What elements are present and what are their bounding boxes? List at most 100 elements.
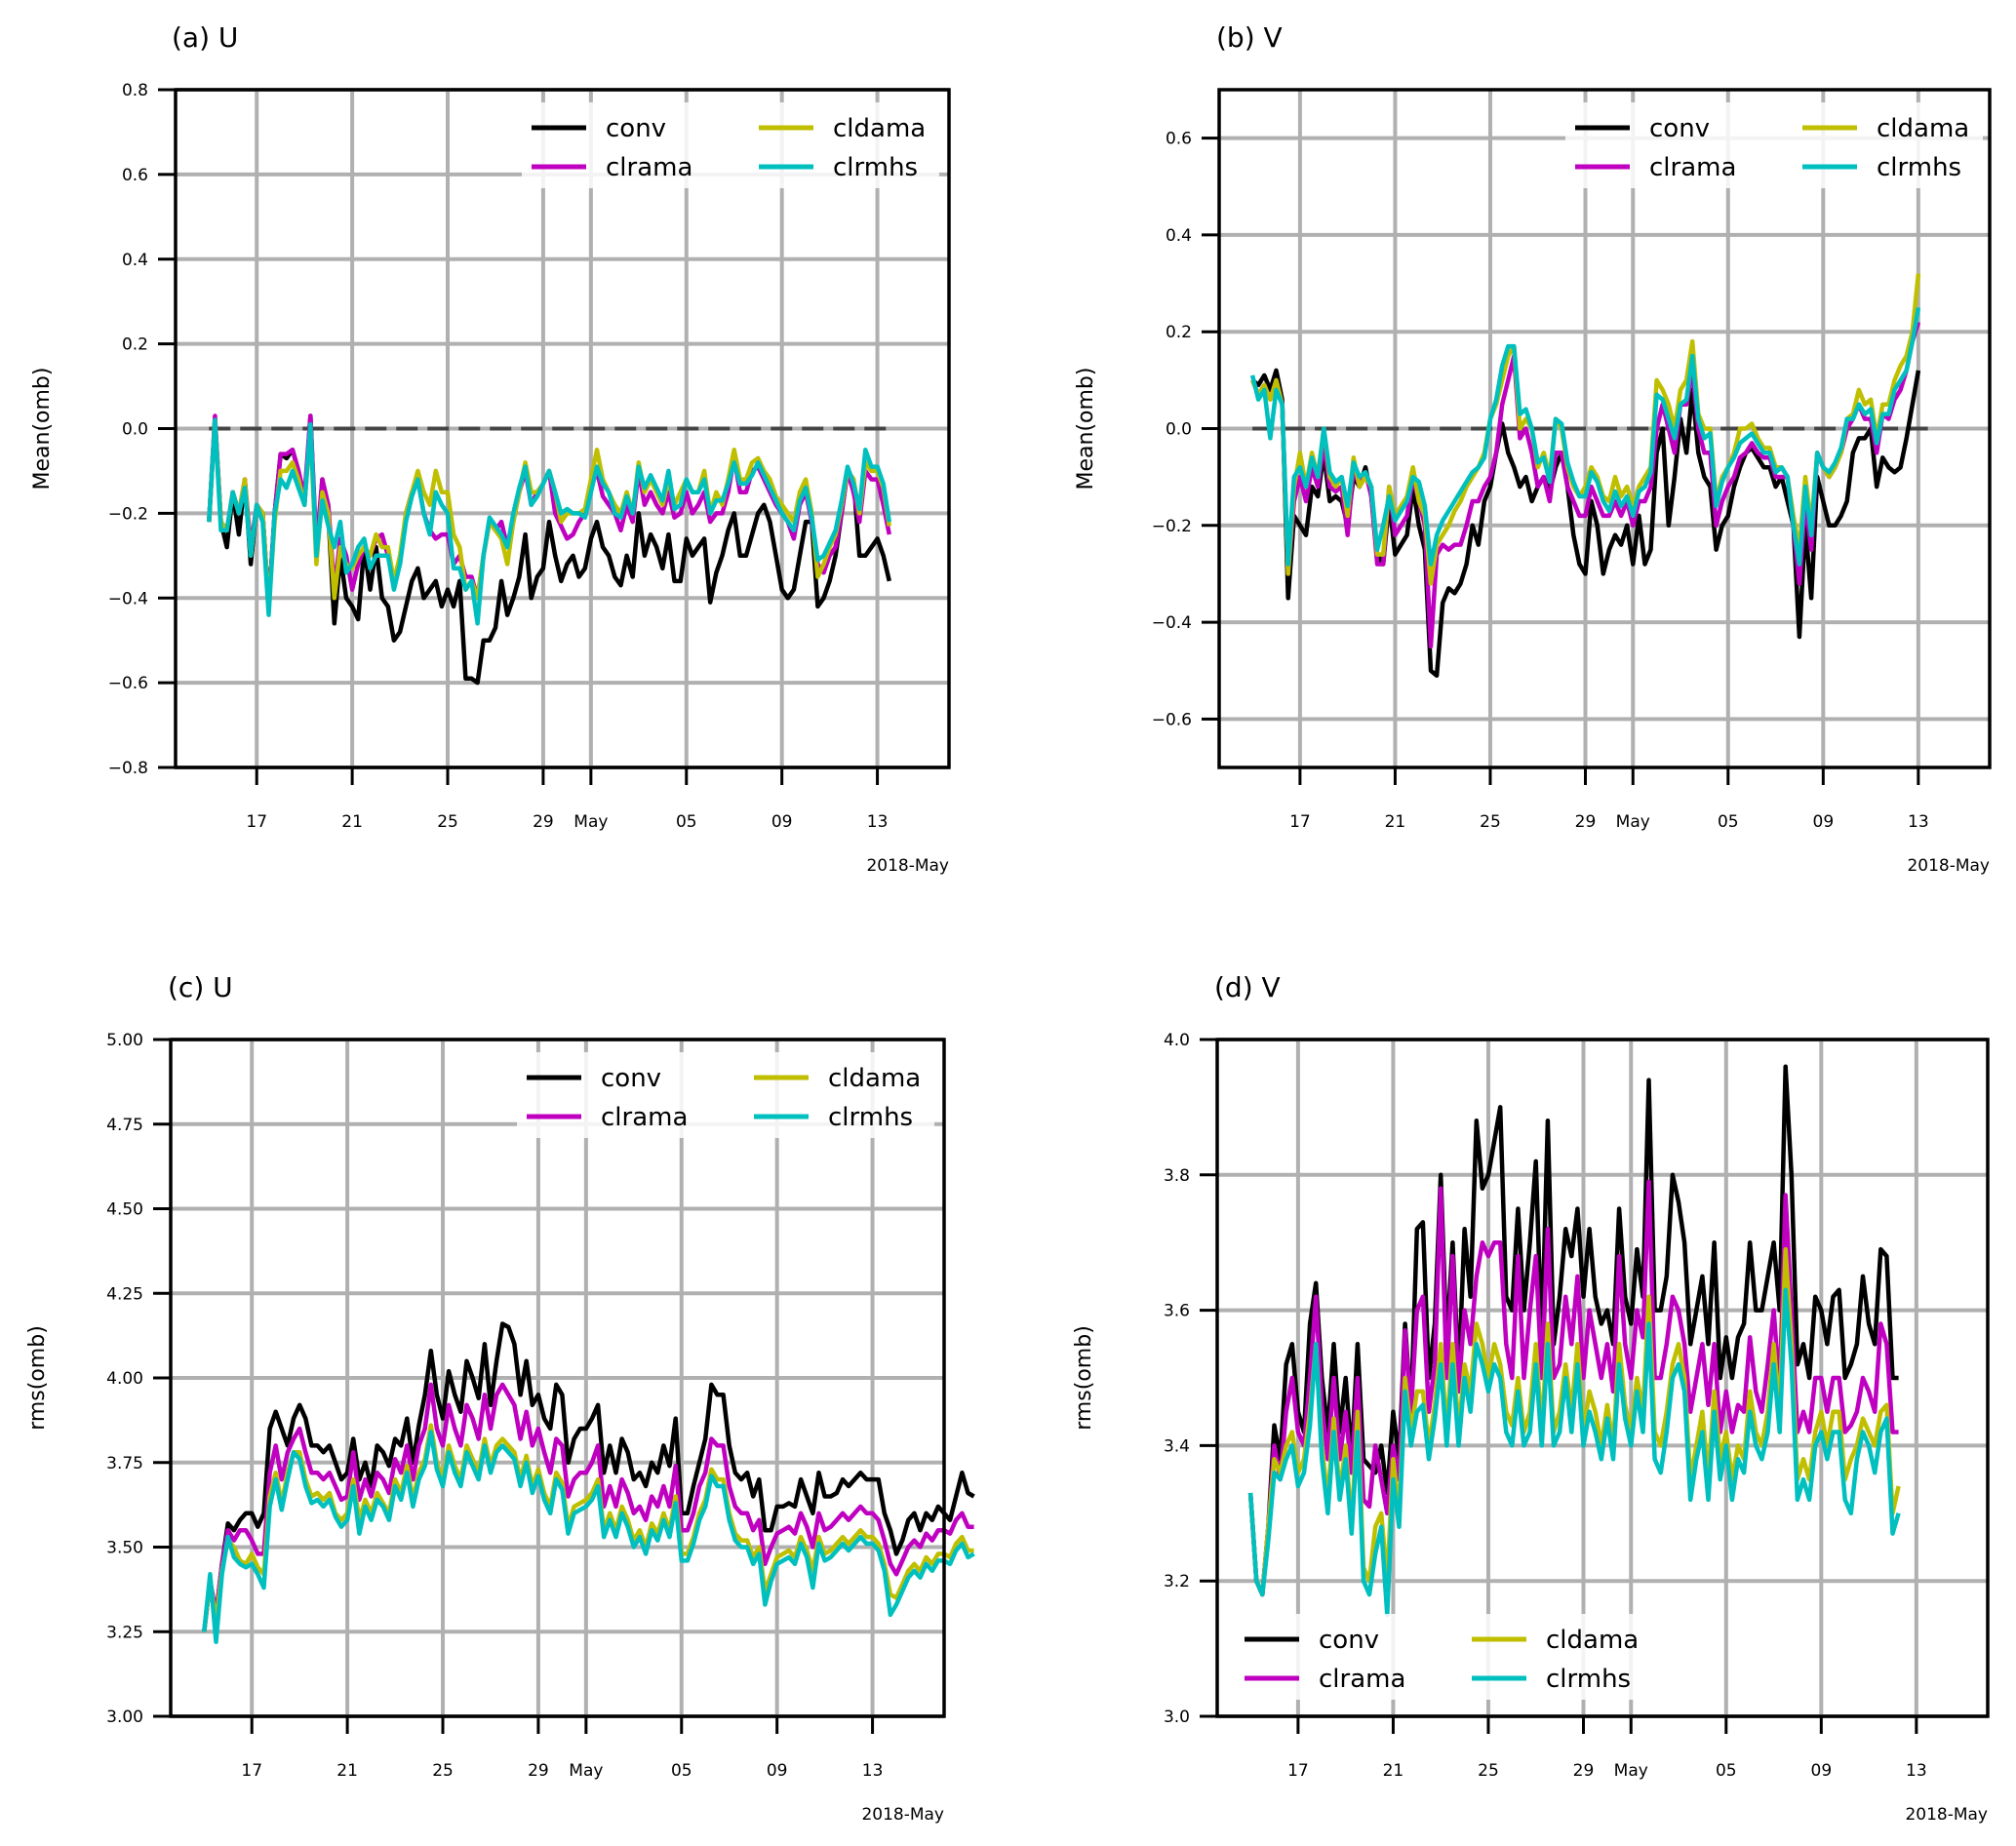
x-tick-label: 13: [867, 812, 889, 832]
legend-label-conv: conv: [601, 1064, 661, 1093]
series-line-clrmhs: [1249, 307, 1921, 567]
x-tick-label: 29: [533, 812, 554, 832]
panel-a: −0.8 −0.6 −0.4 −0.2 0.0 0.2 0.4 0.6 0.8 17 21 25 29 M…: [30, 21, 951, 876]
series-lines: [202, 1321, 975, 1644]
legend-label-cldama: cldama: [1877, 114, 1969, 143]
x-tick-label: 17: [1287, 1761, 1309, 1781]
legend: conv clrama cldama clrmhs: [1235, 1614, 1652, 1700]
x-tick-label: 25: [1478, 1761, 1499, 1781]
x-tick-label: 09: [771, 812, 793, 832]
panel-title: (b) V: [1216, 21, 1283, 54]
legend-label-conv: conv: [1649, 114, 1710, 143]
series-line-clrama: [202, 1382, 974, 1632]
legend-box: [517, 1052, 934, 1138]
x-tick-label: 05: [676, 812, 697, 832]
x-tick-label: 25: [432, 1761, 454, 1781]
series-lines: [1249, 273, 1921, 678]
legend-label-clrmhs: clrmhs: [1546, 1665, 1631, 1694]
x-tick-label: 05: [1716, 1761, 1737, 1781]
time-axis-label: 2018-May: [861, 1805, 944, 1825]
y-tick-label: 0.4: [122, 251, 148, 270]
panel-b: −0.6 −0.4 −0.2 0.0 0.2 0.4 0.6 17 21 25 29 May 05 09 1…: [1074, 21, 1992, 876]
y-tick-label: 0.0: [122, 420, 148, 440]
legend-label-clrama: clrama: [1649, 153, 1736, 182]
legend-box: [1565, 102, 1983, 188]
y-tick-label: 0.2: [1166, 323, 1192, 342]
y-tick-label: 3.50: [106, 1539, 143, 1558]
y-tick-label: 3.4: [1164, 1436, 1190, 1456]
y-tick-label: 4.50: [106, 1200, 143, 1220]
legend-box: [522, 102, 939, 188]
y-axis-label: Mean(omb): [1074, 368, 1098, 491]
series-line-conv: [202, 1321, 975, 1632]
y-tick-label: 3.2: [1164, 1572, 1190, 1591]
time-axis-label: 2018-May: [1907, 856, 1990, 876]
x-tick-label: 25: [437, 812, 458, 832]
y-tick-label: 3.0: [1164, 1708, 1190, 1727]
series-lines: [207, 413, 892, 686]
x-tick-label: 17: [246, 812, 267, 832]
x-tick-label: May: [569, 1761, 603, 1781]
series-line-clrmhs: [207, 417, 892, 626]
y-tick-label: 5.00: [106, 1031, 143, 1050]
panel-title: (c) U: [168, 971, 233, 1003]
x-tick-label: May: [1616, 812, 1650, 832]
y-tick-label: −0.6: [108, 674, 148, 693]
panel-d: 3.0 3.2 3.4 3.6 3.8 4.0 17 21 25 29 May 05 09 13 2018-…: [1072, 971, 1990, 1825]
x-tick-label: 13: [862, 1761, 884, 1781]
x-tick-label: 09: [1811, 1761, 1833, 1781]
x-tick-label: 21: [336, 1761, 358, 1781]
y-tick-label: 0.2: [122, 335, 148, 355]
y-tick-label: 4.0: [1164, 1031, 1190, 1050]
y-tick-label: 4.75: [106, 1116, 143, 1135]
legend-label-clrmhs: clrmhs: [828, 1103, 913, 1132]
time-axis-label: 2018-May: [866, 856, 949, 876]
legend-label-cldama: cldama: [833, 114, 926, 143]
y-tick-label: 3.00: [106, 1708, 143, 1727]
x-tick-label: 05: [1718, 812, 1739, 832]
x-tick-label: 05: [671, 1761, 692, 1781]
y-tick-label: −0.4: [1152, 613, 1192, 633]
legend: conv clrama cldama clrmhs: [517, 1052, 934, 1138]
x-tick-label: 09: [1813, 812, 1835, 832]
panel-title: (d) V: [1214, 971, 1281, 1003]
grid: [171, 1038, 944, 1718]
legend-box: [1235, 1614, 1652, 1700]
y-tick-label: 3.6: [1164, 1302, 1190, 1321]
axes-frame: [1215, 1038, 1990, 1718]
legend-label-clrama: clrama: [1319, 1665, 1405, 1694]
y-tick-label: 0.6: [1166, 130, 1192, 149]
x-tick-label: May: [573, 812, 608, 832]
y-tick-label: 4.00: [106, 1369, 143, 1389]
y-tick-label: 0.6: [122, 166, 148, 185]
legend-label-cldama: cldama: [828, 1064, 921, 1093]
legend-label-clrama: clrama: [601, 1103, 688, 1132]
legend-label-conv: conv: [1319, 1626, 1379, 1655]
x-tick-label: 21: [1385, 812, 1406, 832]
y-tick-label: 0.4: [1166, 226, 1192, 246]
x-tick-label: 13: [1908, 812, 1929, 832]
x-tick-label: 25: [1480, 812, 1501, 832]
x-tick-label: 29: [1573, 1761, 1595, 1781]
y-axis-label: rms(omb): [1072, 1325, 1096, 1431]
x-tick-label: 29: [1575, 812, 1597, 832]
y-tick-label: −0.2: [108, 504, 148, 524]
y-tick-label: 0.0: [1166, 420, 1192, 440]
y-axis-label: Mean(omb): [30, 368, 55, 491]
legend-label-cldama: cldama: [1546, 1626, 1639, 1655]
y-tick-label: 4.25: [106, 1284, 143, 1304]
y-tick-label: −0.4: [108, 589, 148, 609]
legend-label-conv: conv: [606, 114, 666, 143]
y-tick-label: 3.25: [106, 1623, 143, 1642]
legend: conv clrama cldama clrmhs: [1565, 102, 1983, 188]
series-line-clrama: [1247, 1179, 1899, 1597]
x-tick-label: 17: [241, 1761, 262, 1781]
y-tick-label: 0.8: [122, 81, 148, 100]
legend-label-clrmhs: clrmhs: [1877, 153, 1961, 182]
y-tick-label: 3.75: [106, 1454, 143, 1473]
series-line-conv: [1247, 1064, 1899, 1597]
x-tick-label: 09: [767, 1761, 788, 1781]
legend-label-clrama: clrama: [606, 153, 692, 182]
legend-label-clrmhs: clrmhs: [833, 153, 918, 182]
